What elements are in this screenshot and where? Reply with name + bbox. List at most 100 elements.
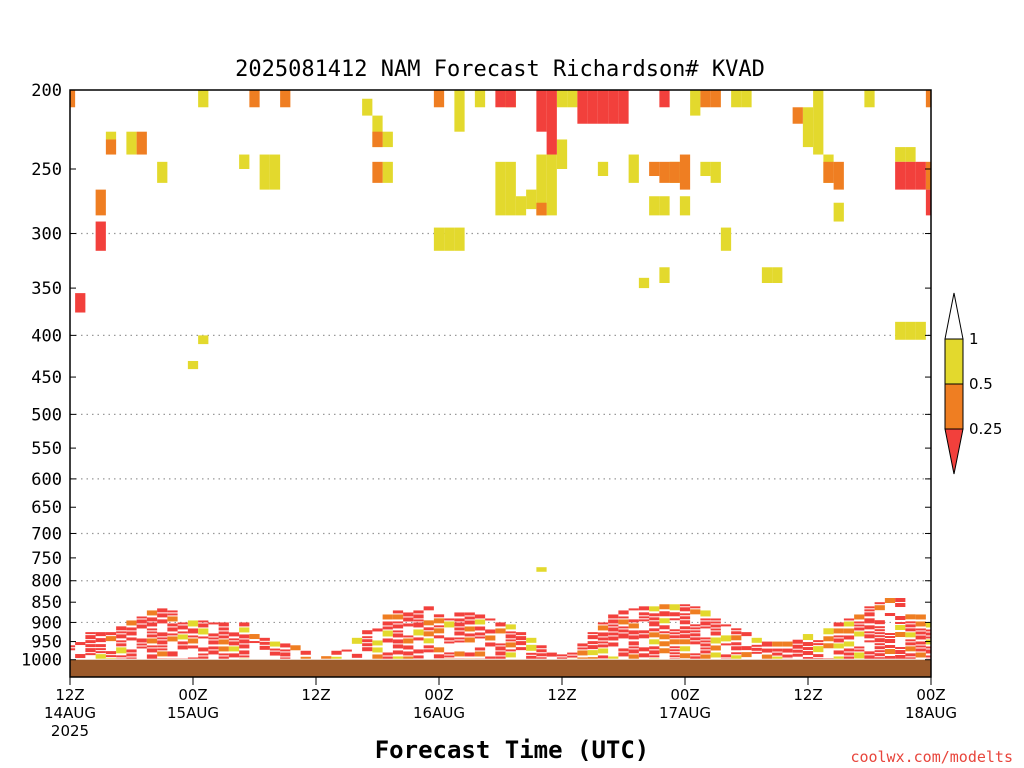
boundary-cell xyxy=(792,653,803,657)
boundary-cell xyxy=(269,651,281,656)
boundary-cell xyxy=(915,614,926,620)
data-cell xyxy=(444,227,455,251)
boundary-cell xyxy=(228,638,240,641)
boundary-cell xyxy=(843,641,855,647)
boundary-cell xyxy=(423,631,434,637)
boundary-cell xyxy=(884,656,896,659)
boundary-cell xyxy=(505,631,516,634)
boundary-cell xyxy=(198,628,209,635)
boundary-cell xyxy=(925,646,931,649)
boundary-cell xyxy=(772,656,783,659)
boundary-cell xyxy=(136,619,147,624)
y-tick-label: 350 xyxy=(31,279,62,299)
boundary-cell xyxy=(239,650,250,655)
boundary-cell xyxy=(649,650,660,655)
boundary-cell xyxy=(372,647,383,653)
boundary-cell xyxy=(925,629,931,632)
x-tick-label: 15AUG xyxy=(167,704,219,722)
data-cell xyxy=(70,90,76,108)
y-tick-label: 850 xyxy=(31,593,62,613)
boundary-cell xyxy=(649,613,660,617)
boundary-cell xyxy=(126,631,137,636)
boundary-cell xyxy=(618,616,629,619)
boundary-cell xyxy=(423,645,434,649)
boundary-cell xyxy=(464,612,475,616)
boundary-cell xyxy=(587,635,598,640)
boundary-cell xyxy=(690,656,701,659)
boundary-cell xyxy=(454,631,465,636)
boundary-cell xyxy=(444,655,455,658)
data-cell xyxy=(382,161,393,183)
y-tick-label: 550 xyxy=(31,439,62,459)
boundary-cell xyxy=(741,632,752,637)
boundary-cell xyxy=(905,614,916,620)
boundary-cell xyxy=(884,639,896,644)
boundary-cell xyxy=(710,628,721,631)
boundary-cell xyxy=(895,616,906,621)
boundary-cell xyxy=(710,652,721,658)
boundary-cell xyxy=(218,656,229,659)
boundary-cell xyxy=(638,606,650,611)
boundary-cell xyxy=(392,650,404,655)
boundary-cell xyxy=(116,643,127,647)
boundary-cell xyxy=(95,651,106,654)
boundary-cell xyxy=(618,652,629,657)
boundary-cell xyxy=(208,633,219,637)
boundary-cell xyxy=(628,635,639,640)
boundary-cell xyxy=(864,609,875,612)
boundary-cell xyxy=(116,634,127,639)
x-tick-label: 18AUG xyxy=(905,704,957,722)
boundary-cell xyxy=(249,634,260,640)
boundary-cell xyxy=(679,634,691,639)
data-cell xyxy=(105,131,117,140)
boundary-cell xyxy=(382,626,393,630)
boundary-cell xyxy=(679,626,691,630)
boundary-cell xyxy=(649,646,660,650)
data-cell xyxy=(700,90,711,108)
boundary-cell xyxy=(85,635,96,640)
boundary-cell xyxy=(218,631,229,635)
boundary-cell xyxy=(362,647,373,652)
data-cell xyxy=(454,227,465,251)
boundary-cell xyxy=(136,646,147,649)
boundary-cell xyxy=(167,636,178,642)
boundary-cell xyxy=(413,610,424,614)
boundary-cell xyxy=(167,627,178,632)
boundary-cell xyxy=(382,656,393,659)
boundary-cell xyxy=(433,635,445,639)
boundary-cell xyxy=(546,652,557,657)
boundary-cell xyxy=(526,652,537,655)
boundary-cell xyxy=(628,623,639,629)
data-cell xyxy=(792,107,803,124)
boundary-cell xyxy=(864,631,875,634)
boundary-cell xyxy=(413,637,424,641)
boundary-cell xyxy=(843,652,855,656)
boundary-cell xyxy=(843,618,855,621)
boundary-cell xyxy=(833,638,844,643)
boundary-cell xyxy=(474,632,486,636)
boundary-cell xyxy=(413,649,424,654)
boundary-cell xyxy=(392,639,404,644)
boundary-cell xyxy=(167,623,178,627)
boundary-cell xyxy=(802,642,814,647)
boundary-cell xyxy=(649,655,660,658)
boundary-cell xyxy=(454,627,465,631)
boundary-cell xyxy=(741,652,752,658)
boundary-cell xyxy=(536,645,547,649)
boundary-cell xyxy=(895,598,906,603)
boundary-cell xyxy=(341,649,352,652)
boundary-cell xyxy=(433,647,445,653)
boundary-cell xyxy=(823,628,834,635)
boundary-cell xyxy=(157,632,168,637)
boundary-cell xyxy=(433,625,445,628)
boundary-cell xyxy=(403,638,414,644)
boundary-cell xyxy=(444,652,455,655)
boundary-cell xyxy=(157,613,168,618)
boundary-cell xyxy=(413,655,424,659)
boundary-cell xyxy=(618,629,629,633)
boundary-cell xyxy=(587,632,598,635)
x-tick-label: 2025 xyxy=(51,722,89,740)
boundary-cell xyxy=(772,648,783,652)
boundary-cell xyxy=(208,646,219,650)
boundary-cell xyxy=(813,654,824,658)
